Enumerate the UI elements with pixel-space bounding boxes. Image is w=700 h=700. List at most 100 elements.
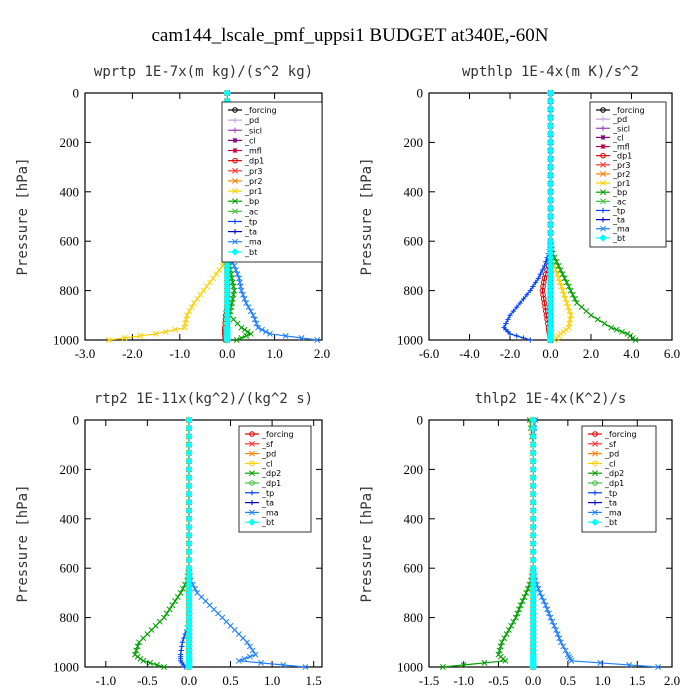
marker	[232, 107, 238, 113]
legend-entry: _pr3	[612, 161, 630, 170]
y-tick-label: 400	[60, 184, 80, 199]
marker	[537, 589, 544, 596]
y-axis-label: Pressure [hPa]	[359, 484, 375, 602]
y-axis-label: Pressure [hPa]	[359, 157, 375, 275]
x-tick-label: -4.0	[459, 346, 480, 361]
marker	[599, 234, 607, 242]
legend-entry: _forcing	[261, 430, 294, 439]
marker	[185, 515, 193, 523]
legend-entry: _cl	[244, 136, 256, 145]
marker	[546, 155, 555, 163]
legend-entry: _forcing	[244, 106, 277, 115]
marker	[232, 117, 238, 123]
marker	[223, 336, 231, 344]
marker	[206, 279, 213, 286]
y-tick-label: 1000	[53, 333, 79, 348]
marker	[538, 594, 545, 600]
x-tick-label: -1.0	[95, 673, 116, 688]
series-pr1	[105, 90, 231, 343]
marker	[232, 218, 238, 225]
legend-entry: _ta	[604, 499, 617, 508]
x-tick-label: 1.5	[306, 673, 322, 688]
marker	[514, 333, 520, 339]
marker	[244, 328, 251, 335]
marker	[169, 602, 176, 609]
marker	[186, 308, 193, 315]
marker	[578, 304, 585, 311]
marker	[185, 523, 193, 531]
marker	[243, 332, 250, 339]
marker	[238, 324, 245, 331]
marker	[537, 271, 543, 277]
marker	[185, 440, 193, 449]
legend-entry: _ma	[604, 508, 622, 517]
panel-2: wpthlp 1E-4x(m K)/s^2 Pressure [hPa] -6.0 -…	[359, 64, 680, 361]
marker	[137, 655, 144, 662]
series-line	[134, 420, 190, 668]
figure-title: cam144_lscale_pmf_uppsi1 BUDGET at340E,-…	[152, 25, 549, 46]
marker	[592, 509, 598, 516]
y-tick-label: 1000	[53, 660, 79, 675]
legend-entry: _tp	[612, 206, 625, 215]
marker	[153, 330, 160, 337]
marker	[600, 180, 606, 187]
marker	[523, 589, 530, 596]
marker	[166, 606, 173, 613]
legend-entry: _cl	[261, 459, 273, 468]
marker	[501, 635, 508, 642]
marker	[121, 334, 128, 341]
legend-entry: _dp2	[261, 469, 281, 478]
x-tick-label: 1.0	[264, 673, 280, 688]
marker	[249, 509, 255, 516]
marker	[238, 334, 245, 341]
marker	[535, 275, 541, 281]
marker	[546, 130, 555, 138]
x-tick-label: 6.0	[664, 346, 680, 361]
marker	[185, 457, 193, 465]
marker	[197, 291, 204, 298]
legend-entry: _forcing	[612, 106, 645, 115]
x-tick-label: 4.0	[623, 346, 639, 361]
y-tick-label: 400	[60, 511, 80, 526]
marker	[556, 635, 563, 642]
marker	[241, 295, 248, 302]
marker	[529, 449, 537, 457]
marker	[546, 229, 555, 237]
y-tick-label: 0	[73, 413, 80, 428]
marker	[179, 639, 185, 645]
marker	[514, 304, 520, 310]
marker	[569, 291, 576, 298]
y-axis-label: Pressure [hPa]	[15, 157, 31, 275]
marker	[134, 653, 141, 660]
marker	[154, 661, 161, 668]
marker	[529, 424, 537, 432]
marker	[588, 312, 594, 319]
marker	[172, 598, 179, 605]
marker	[600, 107, 606, 113]
marker	[529, 663, 537, 671]
marker	[600, 152, 606, 159]
marker	[546, 97, 555, 105]
marker	[529, 416, 537, 424]
marker	[514, 610, 521, 617]
series-line	[503, 93, 552, 341]
marker	[507, 312, 513, 318]
marker	[192, 585, 198, 592]
marker	[554, 271, 561, 278]
legend-entry: _bt	[604, 518, 617, 527]
marker	[498, 639, 505, 646]
series-line	[108, 93, 228, 341]
legend-entry: _bp	[244, 197, 259, 206]
marker	[232, 167, 238, 174]
y-tick-label: 1000	[397, 333, 423, 348]
y-tick-label: 800	[404, 283, 424, 298]
panel-4: thlp2 1E-4x(K^2)/s Pressure [hPa] -1.5 -1.0…	[359, 391, 680, 688]
marker	[231, 248, 239, 256]
marker	[568, 657, 575, 664]
marker	[542, 602, 549, 609]
marker	[597, 659, 604, 666]
marker	[179, 585, 186, 592]
y-tick-label: 200	[404, 135, 424, 150]
marker	[546, 204, 555, 212]
x-tick-label: 2.0	[664, 673, 680, 688]
